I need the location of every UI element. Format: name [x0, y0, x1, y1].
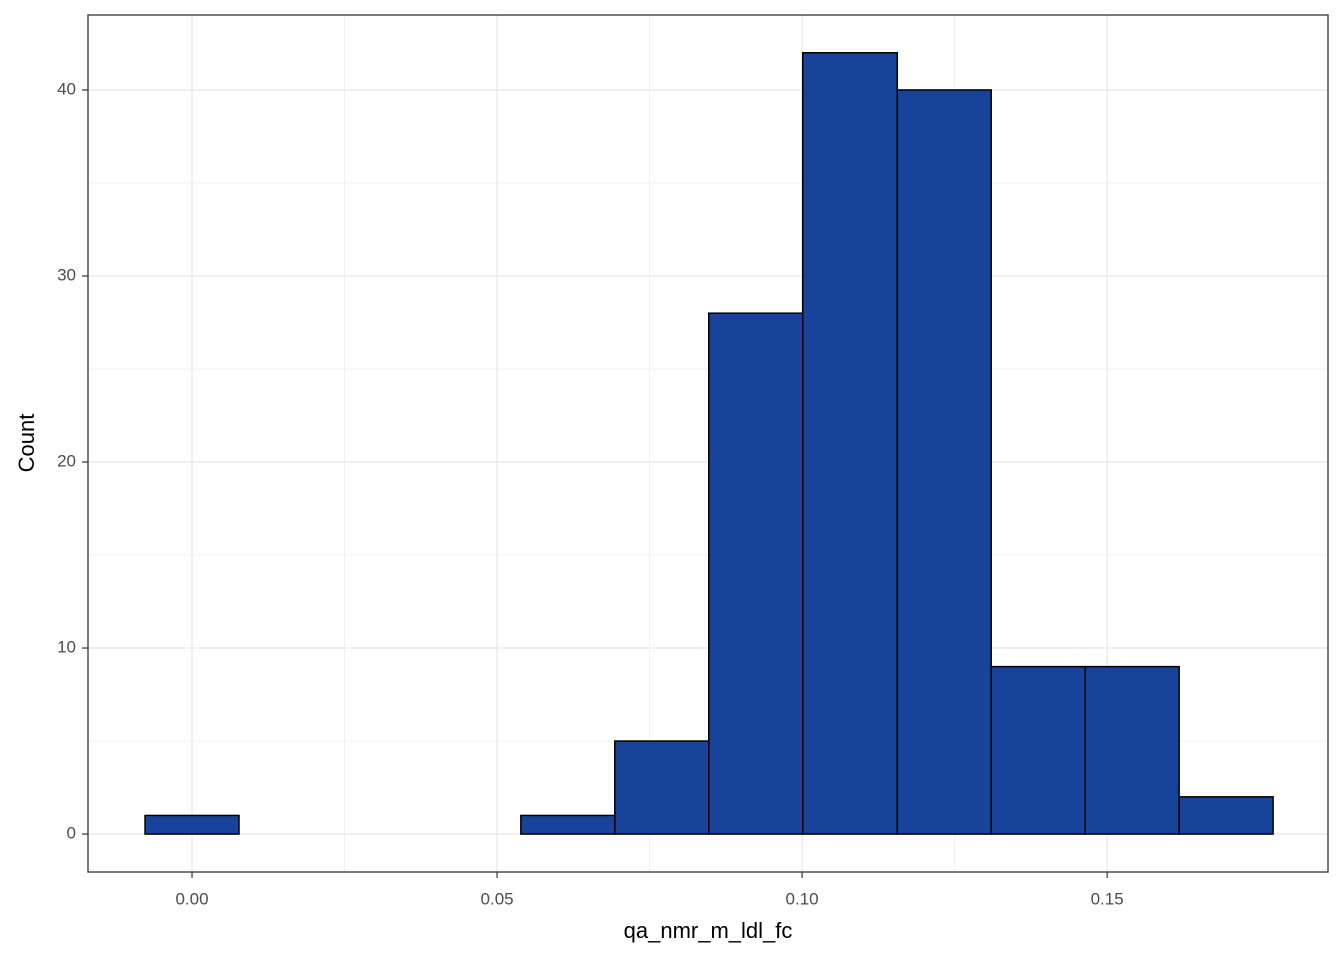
- y-axis-title: Count: [14, 414, 39, 473]
- y-tick-label: 30: [57, 265, 76, 284]
- bar: [801, 52, 899, 835]
- bar: [708, 312, 804, 835]
- bar: [896, 89, 992, 835]
- bar: [520, 814, 616, 835]
- bar: [144, 814, 240, 835]
- bar: [990, 665, 1086, 835]
- x-axis-title: qa_nmr_m_ldl_fc: [624, 918, 793, 943]
- y-tick-label: 40: [57, 79, 76, 98]
- x-tick-label: 0.00: [175, 889, 208, 908]
- bar: [1084, 665, 1180, 835]
- y-tick-label: 10: [57, 638, 76, 657]
- bar: [614, 740, 710, 835]
- bar: [1178, 796, 1274, 835]
- x-tick-label: 0.15: [1091, 889, 1124, 908]
- panel-border: [87, 14, 1329, 873]
- y-tick-label: 0: [67, 824, 76, 843]
- x-tick-label: 0.05: [481, 889, 514, 908]
- x-tick-label: 0.10: [786, 889, 819, 908]
- y-tick-label: 20: [57, 451, 76, 470]
